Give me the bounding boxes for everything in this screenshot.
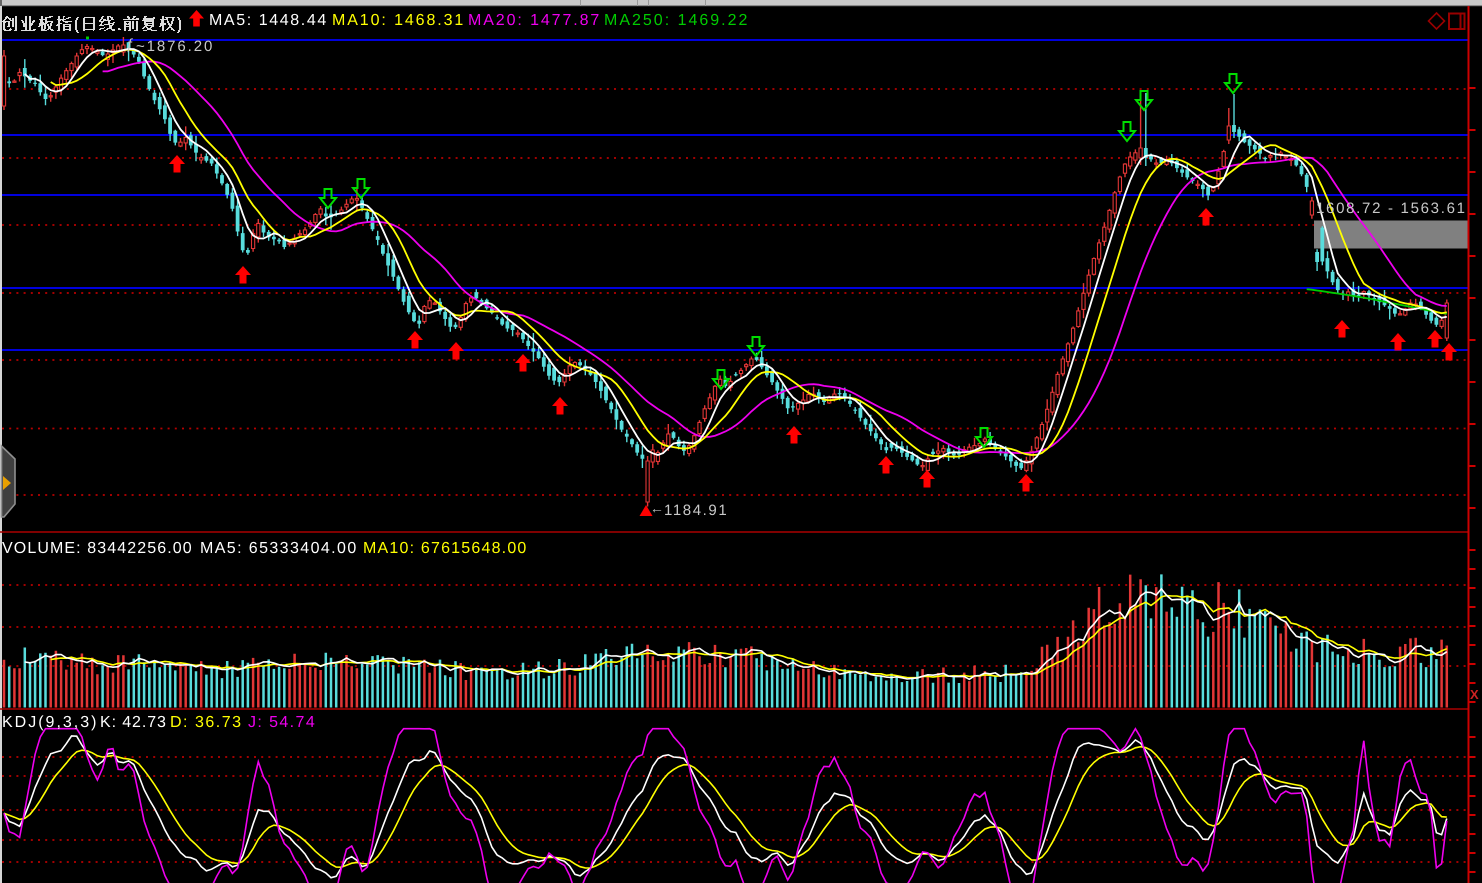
svg-text:1184.91: 1184.91 <box>664 502 728 519</box>
svg-text:~1876.20: ~1876.20 <box>136 38 214 55</box>
svg-text:KDJ(9,3,3): KDJ(9,3,3) <box>2 714 98 731</box>
svg-text:D: 36.73: D: 36.73 <box>170 714 242 731</box>
svg-text:ƒ: ƒ <box>126 36 134 53</box>
svg-text:K: 42.73: K: 42.73 <box>100 714 167 731</box>
svg-text:MA10: 1468.31: MA10: 1468.31 <box>332 12 465 29</box>
svg-text:MA20: 1477.87: MA20: 1477.87 <box>468 12 601 29</box>
svg-text:J: 54.74: J: 54.74 <box>248 714 316 731</box>
svg-text:VOLUME: 83442256.00: VOLUME: 83442256.00 <box>2 540 193 557</box>
svg-text:MA10: 67615648.00: MA10: 67615648.00 <box>363 540 528 557</box>
svg-text:MA5: 1448.44: MA5: 1448.44 <box>209 12 328 29</box>
svg-text:1608.72 - 1563.61: 1608.72 - 1563.61 <box>1316 200 1467 217</box>
svg-text:←: ← <box>650 500 664 516</box>
svg-text:MA250: 1469.22: MA250: 1469.22 <box>604 12 749 29</box>
svg-text:X: X <box>1470 687 1479 702</box>
svg-text:MA5: 65333404.00: MA5: 65333404.00 <box>200 540 358 557</box>
